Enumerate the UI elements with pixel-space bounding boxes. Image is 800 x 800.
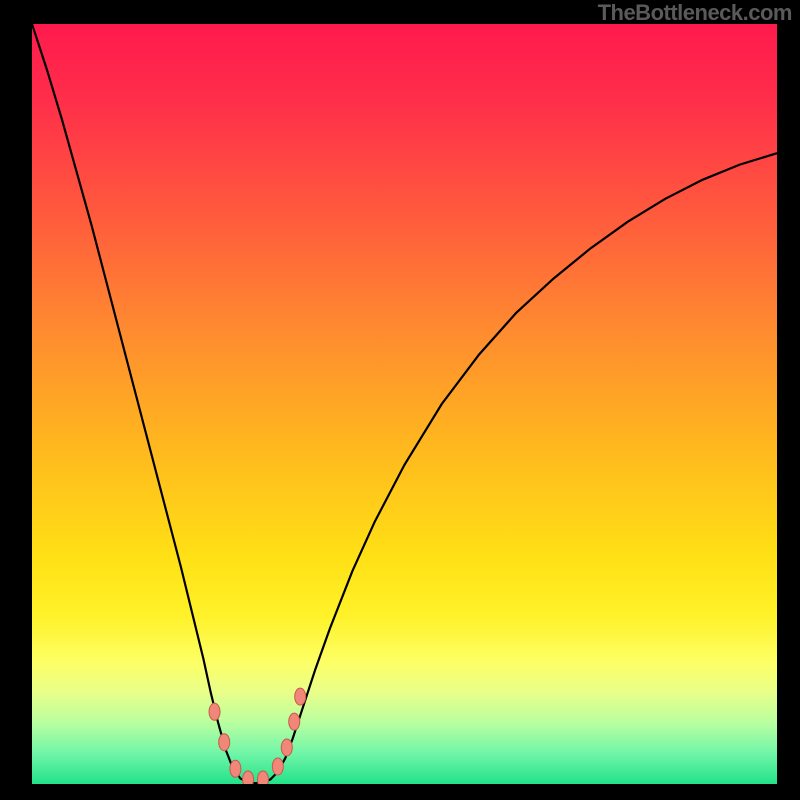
data-marker: [272, 758, 283, 775]
data-marker: [257, 771, 268, 784]
data-marker: [230, 760, 241, 777]
data-marker: [289, 713, 300, 730]
data-marker: [295, 688, 306, 705]
watermark-text: TheBottleneck.com: [598, 0, 792, 26]
plot-area: [32, 24, 777, 784]
data-marker: [219, 734, 230, 751]
data-marker: [281, 739, 292, 756]
data-marker: [243, 771, 254, 784]
data-marker: [209, 703, 220, 720]
gradient-rect: [32, 24, 777, 784]
chart-container: { "watermark": { "text": "TheBottleneck.…: [0, 0, 800, 800]
chart-svg: [32, 24, 777, 784]
